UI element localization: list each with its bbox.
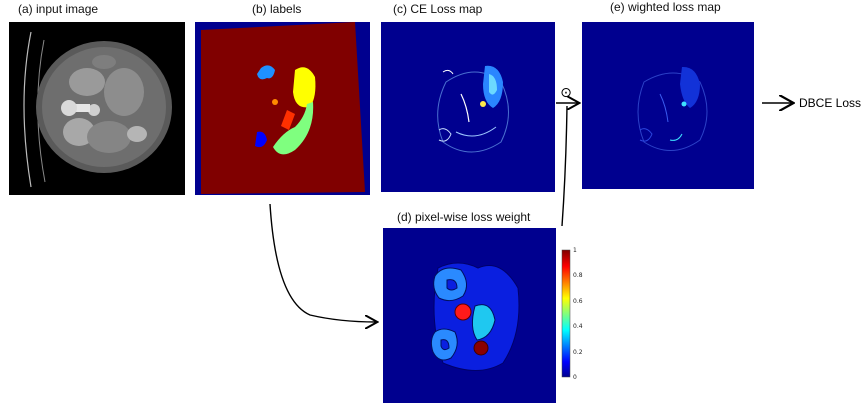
caption-ce-loss-map: (c) CE Loss map bbox=[393, 2, 483, 16]
dbce-loss-label: DBCE Loss bbox=[799, 96, 861, 110]
caption-pixel-wise-loss-weight: (d) pixel-wise loss weight bbox=[397, 210, 531, 224]
labels-panel bbox=[195, 22, 370, 195]
caption-input-image: (a) input image bbox=[18, 2, 99, 16]
colorbar-tick: 0 bbox=[573, 374, 577, 381]
colorbar-tick: 0.6 bbox=[573, 298, 583, 305]
arrow-labels-to-weight bbox=[269, 203, 376, 322]
caption-weighted-loss-map: (e) wighted loss map bbox=[610, 0, 721, 14]
colorbar-gradient bbox=[561, 249, 571, 378]
ce-loss-map-panel bbox=[381, 22, 555, 192]
arrow-weight-up bbox=[561, 105, 568, 227]
pixel-wise-loss-weight-panel: 1 0.8 0.6 0.4 0.2 0 bbox=[383, 228, 588, 403]
colorbar-tick: 0.8 bbox=[573, 272, 583, 279]
input-image-panel bbox=[9, 22, 185, 195]
colorbar-tick: 0.4 bbox=[573, 323, 583, 330]
caption-labels: (b) labels bbox=[252, 2, 302, 16]
elementwise-product-operator: ⊙ bbox=[560, 85, 572, 101]
weighted-loss-map-panel bbox=[582, 22, 754, 189]
colorbar-tick: 0.2 bbox=[573, 349, 583, 356]
colorbar-tick: 1 bbox=[573, 247, 577, 254]
